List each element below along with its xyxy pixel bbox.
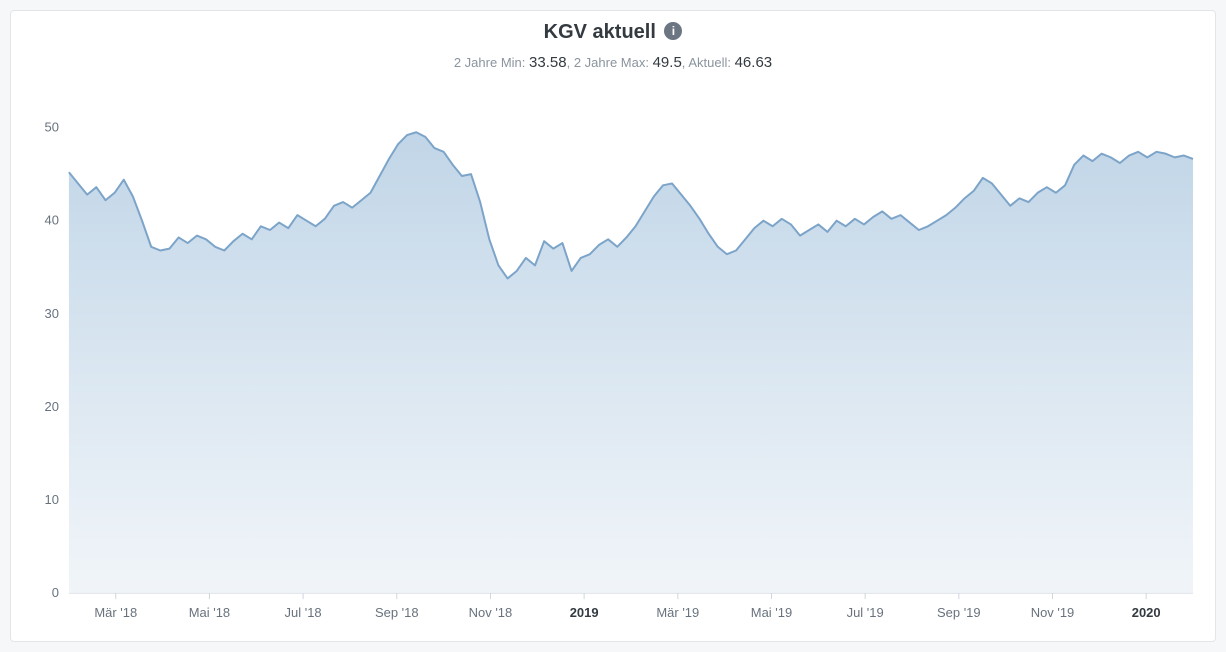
max-label: 2 Jahre Max: <box>574 55 649 70</box>
svg-text:Mär '18: Mär '18 <box>94 605 137 620</box>
info-icon[interactable]: i <box>664 22 682 40</box>
max-value: 49.5 <box>653 54 682 71</box>
subtitle-row: 2 Jahre Min: 33.58, 2 Jahre Max: 49.5, A… <box>11 54 1215 71</box>
chart-card: KGV aktuell i 2 Jahre Min: 33.58, 2 Jahr… <box>10 10 1216 642</box>
svg-text:40: 40 <box>45 213 59 228</box>
svg-text:Mai '18: Mai '18 <box>189 605 230 620</box>
min-value: 33.58 <box>529 54 567 71</box>
svg-text:2020: 2020 <box>1132 605 1161 620</box>
chart-title: KGV aktuell <box>544 21 656 44</box>
svg-text:20: 20 <box>45 399 59 414</box>
svg-text:Nov '18: Nov '18 <box>469 605 513 620</box>
min-label: 2 Jahre Min: <box>454 55 526 70</box>
svg-text:Jul '18: Jul '18 <box>285 605 322 620</box>
svg-text:Mär '19: Mär '19 <box>656 605 699 620</box>
svg-text:Sep '19: Sep '19 <box>937 605 981 620</box>
svg-text:0: 0 <box>52 585 59 600</box>
cur-label: Aktuell: <box>688 55 731 70</box>
svg-text:50: 50 <box>45 120 59 135</box>
svg-text:10: 10 <box>45 492 59 507</box>
plot-area: 0 10 20 30 40 50 Mär '18 Mai '18 Jul '18 Sep '18 N… <box>25 101 1201 627</box>
svg-text:2019: 2019 <box>570 605 599 620</box>
cur-value: 46.63 <box>735 54 773 71</box>
svg-text:Nov '19: Nov '19 <box>1031 605 1075 620</box>
svg-text:30: 30 <box>45 306 59 321</box>
svg-text:Sep '18: Sep '18 <box>375 605 419 620</box>
svg-text:Mai '19: Mai '19 <box>751 605 792 620</box>
title-row: KGV aktuell i <box>11 11 1215 44</box>
svg-text:Jul '19: Jul '19 <box>847 605 884 620</box>
area-chart-svg: 0 10 20 30 40 50 Mär '18 Mai '18 Jul '18 Sep '18 N… <box>25 101 1201 627</box>
